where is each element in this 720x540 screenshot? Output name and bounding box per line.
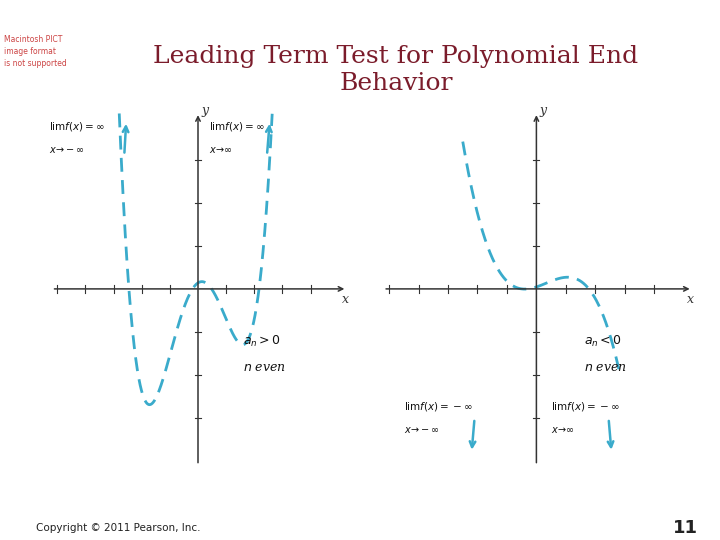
Text: $a_n < 0$: $a_n < 0$ [583, 334, 621, 349]
Text: Behavior: Behavior [339, 72, 453, 95]
Text: $n$ even: $n$ even [243, 361, 286, 374]
Text: Leading Term Test for Polynomial End: Leading Term Test for Polynomial End [153, 45, 639, 68]
Text: y: y [540, 104, 547, 118]
Text: $x\!\rightarrow\!\infty$: $x\!\rightarrow\!\infty$ [210, 145, 233, 155]
Text: $\lim f(x) = \infty$: $\lim f(x) = \infty$ [210, 120, 265, 133]
Text: $x\!\rightarrow\!-\infty$: $x\!\rightarrow\!-\infty$ [404, 425, 440, 435]
Text: Macintosh PICT
image format
is not supported: Macintosh PICT image format is not suppo… [4, 35, 66, 68]
Text: $\lim f(x) = \infty$: $\lim f(x) = \infty$ [49, 120, 105, 133]
Text: y: y [202, 104, 209, 118]
Text: $a_n > 0$: $a_n > 0$ [243, 334, 281, 349]
Text: $x\!\rightarrow\!-\infty$: $x\!\rightarrow\!-\infty$ [49, 145, 85, 155]
Text: Copyright © 2011 Pearson, Inc.: Copyright © 2011 Pearson, Inc. [36, 523, 200, 533]
Text: $\lim f(x) = -\infty$: $\lim f(x) = -\infty$ [404, 400, 472, 413]
Text: x: x [341, 293, 348, 306]
Text: $n$ even: $n$ even [583, 361, 626, 374]
Text: x: x [687, 293, 693, 306]
Text: 11: 11 [673, 519, 698, 537]
Text: $x\!\rightarrow\!\infty$: $x\!\rightarrow\!\infty$ [551, 425, 575, 435]
Text: $\lim f(x) = -\infty$: $\lim f(x) = -\infty$ [551, 400, 620, 413]
